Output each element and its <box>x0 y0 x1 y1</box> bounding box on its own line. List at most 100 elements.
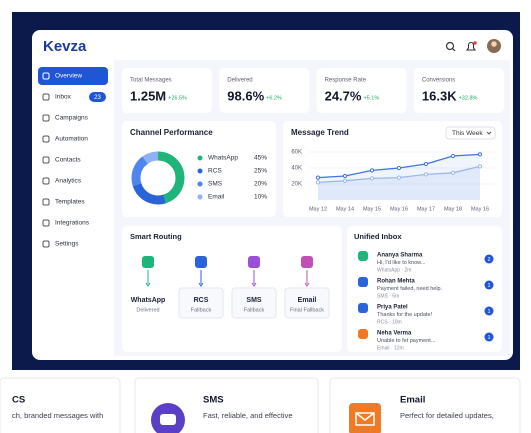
stat-card <box>122 68 212 113</box>
route-status: Fallback <box>191 307 212 313</box>
inbox-message: Unable to fet payment... <box>377 338 436 344</box>
route-arrowhead <box>198 282 204 287</box>
inbox-name[interactable]: Neha Verma <box>377 331 412 337</box>
inbox-badge <box>484 254 494 264</box>
nav-active <box>38 67 108 85</box>
inbox-icon <box>358 329 368 339</box>
x-tick-label: May 16 <box>471 206 489 212</box>
data-label: 25% <box>254 168 267 175</box>
stat-change: +26.5% <box>168 95 187 101</box>
inbox-card <box>347 226 502 352</box>
route-name: WhatsApp <box>131 297 166 304</box>
nav-item[interactable]: Settings <box>55 241 79 248</box>
channel-icon <box>301 256 313 268</box>
y-tick-label: 40K <box>291 166 302 172</box>
inbox-icon <box>358 277 368 287</box>
legend-dot <box>197 181 203 187</box>
area <box>318 166 480 200</box>
legend-dot <box>197 155 203 161</box>
inbox-name[interactable]: Ananya Sharma <box>377 253 423 259</box>
nav-icon <box>42 72 50 80</box>
legend-label: SMS <box>208 181 223 188</box>
point <box>477 152 483 157</box>
donut-segment <box>131 151 185 205</box>
x-tick-label: May 18 <box>444 206 462 212</box>
donut-segment <box>131 151 185 205</box>
inbox-message: Payment failed, need help. <box>377 286 443 292</box>
nav-item[interactable]: Campaigns <box>55 115 89 122</box>
point <box>450 170 456 175</box>
legend-label: RCS <box>208 168 222 175</box>
inbox-meta: SMS · 5m <box>377 293 399 299</box>
inbox-badge <box>484 332 494 342</box>
route-status: Fallback <box>244 307 265 313</box>
inbox-message: Hi, I'd like to know... <box>377 260 426 266</box>
feature-text: ch, branded messages with <box>12 411 103 420</box>
stat-card <box>219 68 310 113</box>
email-icon <box>349 403 381 433</box>
x-tick-label: May 17 <box>417 206 435 212</box>
inbox-badge-text: 2 <box>487 257 490 263</box>
feature-title: Email <box>400 395 425 406</box>
chevron <box>486 131 492 135</box>
period-dropdown[interactable] <box>445 126 496 140</box>
search-icon[interactable] <box>445 41 455 51</box>
notification-dot <box>473 41 477 45</box>
feature-text: Fast, reliable, and effective <box>203 411 293 420</box>
data-label: 10% <box>254 194 267 201</box>
inbox-badge-text: 1 <box>487 309 490 315</box>
nav-item[interactable]: Integrations <box>55 220 90 227</box>
sms-icon-bubble <box>160 414 176 425</box>
nav-icon <box>42 177 50 185</box>
nav-icon <box>42 156 50 164</box>
channel-icon <box>142 256 154 268</box>
nav-icon <box>42 198 50 206</box>
bell-icon[interactable] <box>465 41 477 51</box>
legend-label: Email <box>208 194 225 201</box>
avatar-face <box>491 41 497 47</box>
inbox-icon <box>358 251 368 261</box>
point <box>315 180 321 185</box>
inbox-name[interactable]: Priya Patel <box>377 305 408 311</box>
nav-item[interactable]: Overview <box>55 73 82 80</box>
x-tick-label: May 14 <box>336 206 354 212</box>
inbox-meta: WhatsApp · 2m <box>377 267 411 273</box>
stat-change: +5.1% <box>363 95 379 101</box>
legend-dot <box>197 168 203 174</box>
nav-item[interactable]: Automation <box>55 136 88 143</box>
card-title: Smart Routing <box>130 232 182 241</box>
stat-card <box>413 68 504 113</box>
nav-item[interactable]: Inbox <box>55 94 72 101</box>
route-name: Email <box>298 297 317 304</box>
nav-badge <box>89 92 106 102</box>
card-title: Channel Performance <box>130 128 213 137</box>
point <box>423 161 429 167</box>
stat-value: 16.3K <box>422 88 457 103</box>
route-arrowhead <box>251 282 257 287</box>
inbox-meta: RCS · 10m <box>377 319 402 325</box>
stat-label: Conversions <box>422 78 455 84</box>
point <box>423 172 429 177</box>
route-arrowhead <box>304 282 310 287</box>
x-tick-label: May 12 <box>309 206 327 212</box>
inbox-name[interactable]: Rohan Mehta <box>377 279 415 285</box>
card-title: Unified Inbox <box>354 232 402 241</box>
nav-item[interactable]: Templates <box>55 199 85 206</box>
donut-segment <box>131 151 185 205</box>
stat-change: +32.8% <box>459 95 478 101</box>
channel-icon <box>248 256 260 268</box>
nav-badge-text: 23 <box>94 95 101 101</box>
inbox-meta: Email · 12m <box>377 345 404 351</box>
nav-icon <box>42 219 50 227</box>
stat-value: 1.25M <box>130 88 166 103</box>
nav-item[interactable]: Contacts <box>55 157 81 164</box>
stat-value: 98.6% <box>227 88 264 103</box>
route-name: RCS <box>194 297 209 304</box>
nav-item[interactable]: Analytics <box>55 178 82 185</box>
inbox-message: Thanks for the update! <box>377 312 433 318</box>
point <box>342 178 348 183</box>
point <box>342 173 348 179</box>
email-icon-envelope <box>355 412 375 426</box>
point <box>477 164 483 169</box>
route-box <box>178 287 224 319</box>
